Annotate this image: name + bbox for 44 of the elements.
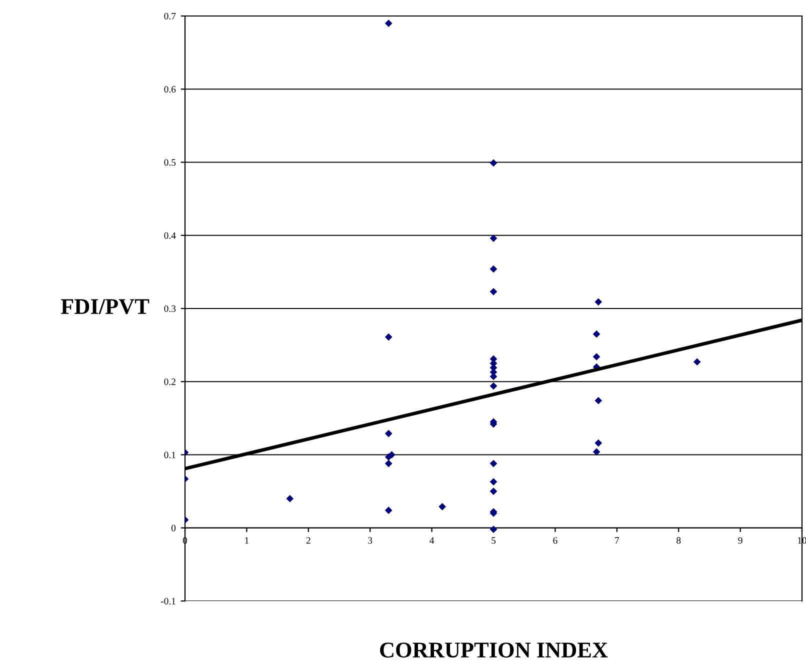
point: [490, 478, 498, 486]
point: [384, 20, 392, 27]
point: [384, 430, 392, 438]
x-tick-label: 5: [492, 537, 496, 544]
point: [592, 448, 600, 456]
point: [384, 333, 392, 341]
y-tick-label: 0.2: [164, 378, 176, 386]
point: [490, 159, 498, 167]
x-tick-label: 6: [553, 537, 558, 544]
point: [286, 494, 294, 502]
point: [384, 506, 392, 514]
x-tick-label: 1: [245, 537, 249, 544]
y-tick-label: 0: [171, 524, 176, 532]
point: [490, 382, 498, 390]
point: [592, 353, 600, 360]
x-tick-label: 4: [430, 537, 434, 544]
x-tick-label: 3: [368, 537, 372, 544]
x-axis-title: CORRUPTION INDEX: [380, 642, 608, 658]
y-tick-label: 0.1: [164, 452, 176, 458]
point: [594, 298, 602, 306]
point: [384, 460, 392, 468]
point: [693, 358, 701, 366]
y-axis-title: FDI/PVT: [60, 299, 150, 314]
y-tick-label: 0.6: [164, 86, 176, 93]
point: [592, 330, 600, 338]
x-tick-label: 2: [306, 537, 310, 544]
y-tick-label: 0.3: [164, 305, 176, 312]
x-tick-label: 9: [738, 537, 742, 544]
y-tick-label: 0.4: [164, 232, 176, 239]
point: [490, 234, 498, 242]
point: [388, 451, 396, 458]
y-tick-label: 0.5: [164, 159, 176, 166]
point: [490, 460, 498, 468]
x-tick-label: 7: [615, 537, 620, 544]
point: [490, 288, 498, 296]
point: [438, 502, 446, 510]
point: [594, 439, 602, 447]
y-tick-label: -0.1: [160, 598, 176, 605]
point: [490, 265, 498, 273]
x-tick-label: 8: [676, 537, 681, 544]
point: [490, 526, 498, 534]
y-tick-label: 0.7: [164, 12, 176, 20]
point: [490, 488, 498, 495]
point: [594, 396, 602, 404]
